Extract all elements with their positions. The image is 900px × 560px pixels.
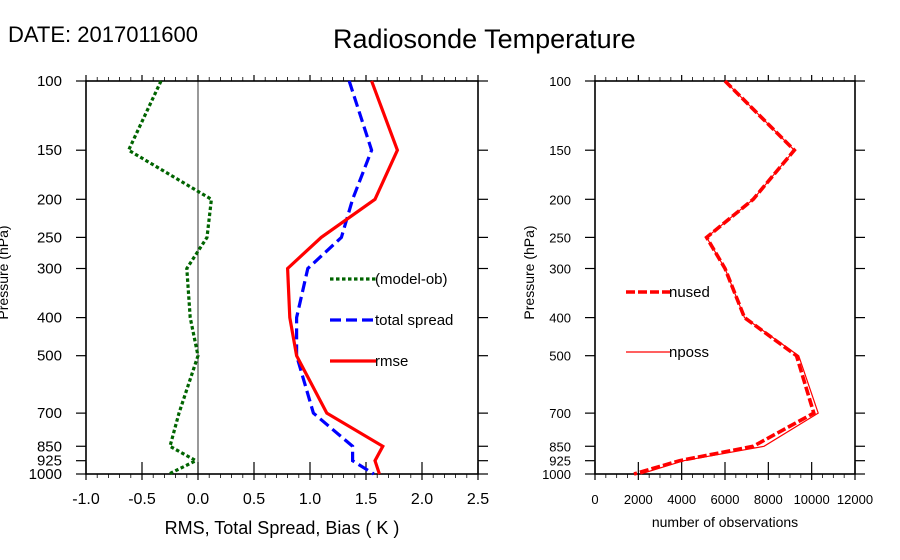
- y-axis-label: Pressure (hPa): [0, 225, 11, 319]
- y-tick-label: 200: [37, 191, 62, 208]
- x-tick-label: 0: [591, 492, 598, 507]
- x-tick-label: 1.0: [299, 491, 321, 508]
- x-axis-label: number of observations: [652, 514, 798, 530]
- y-tick-label: 200: [549, 192, 571, 207]
- y-tick-label: 500: [549, 349, 571, 364]
- y-tick-label: 150: [549, 143, 571, 158]
- x-tick-label: 1.5: [355, 491, 377, 508]
- y-tick-label: 300: [37, 261, 62, 278]
- x-tick-label: 2000: [624, 492, 653, 507]
- y-tick-label: 1000: [29, 466, 62, 483]
- y-tick-label: 700: [549, 406, 571, 421]
- series-line-totalspread: [295, 80, 375, 476]
- x-tick-label: 4000: [667, 492, 696, 507]
- series-line-modelob: [126, 80, 214, 476]
- y-tick-label: 850: [549, 439, 571, 454]
- y-tick-label: 850: [37, 438, 62, 455]
- x-tick-label: 0.0: [187, 491, 209, 508]
- x-tick-label: 0.5: [243, 491, 265, 508]
- chart-title: Radiosonde Temperature: [333, 24, 636, 54]
- x-axis-label: RMS, Total Spread, Bias ( K ): [165, 518, 400, 538]
- series-line-nused: [633, 79, 816, 476]
- y-tick-label: 925: [549, 454, 571, 469]
- chart-panel-2: 0 2000 4000 6000 8000 10000 12000 100 150 200 250 3…: [521, 74, 873, 530]
- x-tick-label: -0.5: [128, 491, 156, 508]
- chart-panel-1: -1.0 -0.5 0.0 0.5 1.0 1.5 2.0 2.5 100 150 200 250 30…: [0, 73, 489, 538]
- y-tick-label: 400: [37, 310, 62, 327]
- y-tick-label: 925: [37, 453, 62, 470]
- x-tick-label: 2.5: [467, 491, 489, 508]
- y-tick-label: 700: [37, 405, 62, 422]
- legend-label: rmse: [375, 353, 408, 370]
- y-tick-label: 100: [37, 73, 62, 90]
- legend-label: nused: [669, 284, 710, 301]
- series-line-rmse: [285, 80, 400, 475]
- x-tick-label: 10000: [794, 492, 830, 507]
- y-tick-label: 400: [549, 311, 571, 326]
- y-tick-label: 250: [37, 229, 62, 246]
- y-tick-label: 150: [37, 142, 62, 159]
- x-tick-label: 2.0: [411, 491, 433, 508]
- legend-label: (model-ob): [375, 271, 448, 288]
- x-tick-label: 8000: [754, 492, 783, 507]
- x-tick-label: 12000: [837, 492, 873, 507]
- y-tick-label: 1000: [542, 467, 571, 482]
- x-tick-label: 6000: [711, 492, 740, 507]
- legend-label: nposs: [669, 344, 709, 361]
- x-tick-label: -1.0: [72, 491, 100, 508]
- legend-label: total spread: [375, 312, 453, 329]
- y-tick-label: 500: [37, 348, 62, 365]
- date-label: DATE: 2017011600: [8, 22, 198, 47]
- plot-frame: [85, 80, 479, 475]
- y-tick-label: 300: [549, 262, 571, 277]
- y-axis-label: Pressure (hPa): [521, 225, 537, 319]
- y-tick-label: 100: [549, 74, 571, 89]
- y-tick-label: 250: [549, 230, 571, 245]
